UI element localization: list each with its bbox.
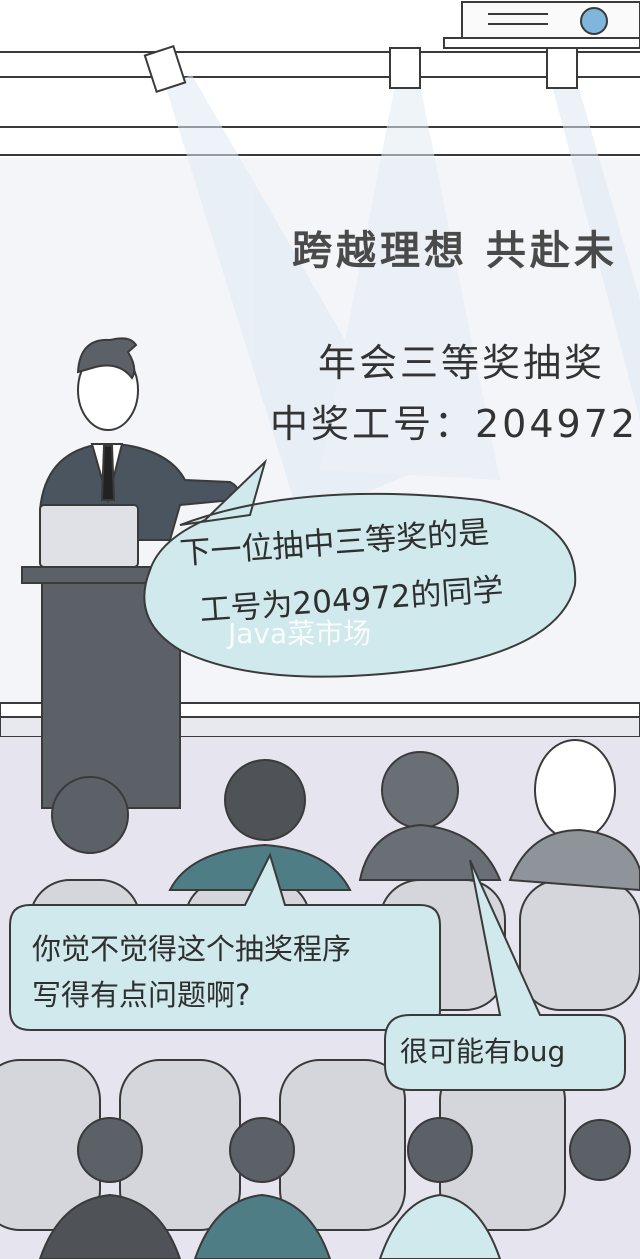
spotlight-beams — [165, 75, 640, 520]
projector — [443, 1, 640, 49]
audience-speech-line-2: 写得有点问题啊? — [32, 978, 251, 1012]
reply-speech: 很可能有bug — [400, 1035, 566, 1068]
audience-speech-line-1: 你觉不觉得这个抽奖程序 — [32, 932, 352, 966]
audience-members — [38, 739, 640, 1259]
speech-bubble-host — [143, 458, 577, 678]
speech-bubble-reply — [384, 859, 626, 1091]
spotlight-icon — [143, 45, 578, 93]
winner-id-line: 中奖工号：204972 — [270, 402, 639, 446]
screen-title: 跨越理想 共赴未 — [292, 228, 618, 274]
screen-subtitle: 年会三等奖抽奖 — [318, 341, 606, 385]
watermark: Java菜市场 — [228, 617, 372, 650]
